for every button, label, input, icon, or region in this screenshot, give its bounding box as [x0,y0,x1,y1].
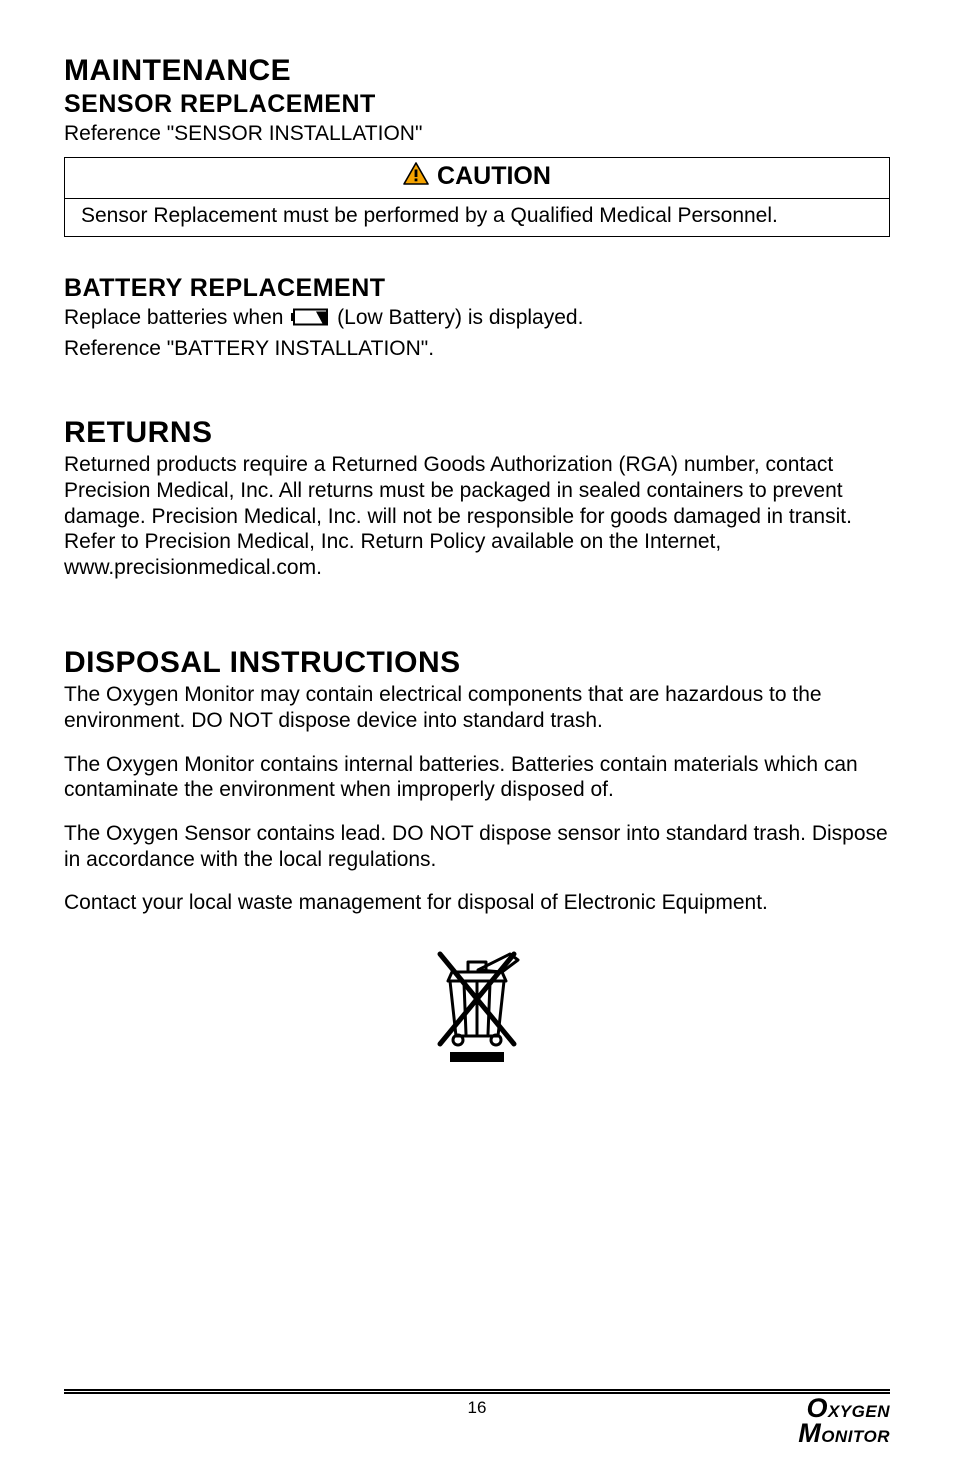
page-number: 16 [184,1396,770,1418]
sensor-replacement-heading: SENSOR REPLACEMENT [64,90,890,119]
logo-line2-rest: ONITOR [821,1427,890,1446]
disposal-p3: The Oxygen Sensor contains lead. DO NOT … [64,821,890,872]
weee-icon [428,1051,526,1068]
battery-line-2: Reference "BATTERY INSTALLATION". [64,336,890,362]
warning-icon [403,162,429,192]
disposal-p2: The Oxygen Monitor contains internal bat… [64,752,890,803]
caution-box: CAUTION Sensor Replacement must be perfo… [64,157,890,238]
caution-label: CAUTION [437,162,551,191]
low-battery-icon [291,307,329,333]
disposal-p4: Contact your local waste management for … [64,890,890,916]
footer-rule [64,1389,890,1394]
battery-line-1: Replace batteries when (Low Battery) is … [64,305,890,333]
logo-line1-rest: XYGEN [828,1402,890,1421]
disposal-p1: The Oxygen Monitor may contain electrica… [64,682,890,733]
battery-replacement-heading: BATTERY REPLACEMENT [64,274,890,303]
battery-line-1b: (Low Battery) is displayed. [337,306,583,329]
caution-header: CAUTION [65,158,889,199]
caution-body: Sensor Replacement must be performed by … [65,199,889,237]
weee-icon-wrap [64,946,890,1069]
maintenance-title: MAINTENANCE [64,54,890,88]
page-footer: 16 OXYGEN MONITOR [64,1389,890,1447]
brand-logo: OXYGEN MONITOR [770,1396,890,1447]
returns-body: Returned products require a Returned Goo… [64,452,890,580]
returns-title: RETURNS [64,416,890,450]
battery-line-1a: Replace batteries when [64,306,289,329]
sensor-reference: Reference "SENSOR INSTALLATION" [64,121,890,147]
disposal-title: DISPOSAL INSTRUCTIONS [64,646,890,680]
logo-line2-cap: M [798,1418,821,1448]
